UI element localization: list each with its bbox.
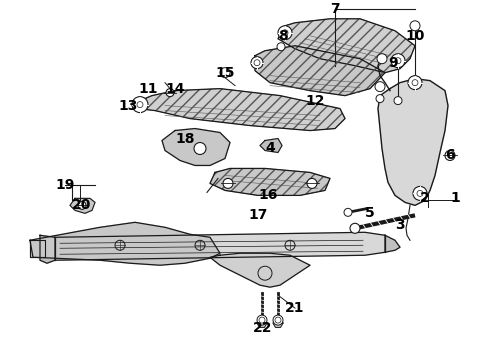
Text: 9: 9 [388,56,398,70]
Text: 2: 2 [420,192,430,205]
Text: 15: 15 [215,66,235,80]
Circle shape [78,201,86,210]
Circle shape [376,95,384,103]
Circle shape [410,21,420,31]
Text: 4: 4 [265,141,275,156]
Polygon shape [30,222,220,265]
Text: 14: 14 [165,82,185,96]
Text: 13: 13 [118,99,138,113]
Circle shape [277,43,285,51]
Circle shape [375,82,385,92]
Circle shape [223,179,233,188]
Circle shape [413,186,427,201]
Circle shape [412,80,418,86]
Circle shape [273,315,283,325]
Circle shape [391,54,405,68]
Text: 10: 10 [405,29,425,43]
Circle shape [282,30,288,36]
Text: 12: 12 [305,94,325,108]
Circle shape [194,143,206,154]
Circle shape [350,223,360,233]
Circle shape [394,96,402,105]
Circle shape [395,58,401,64]
Text: 17: 17 [248,208,268,222]
Text: 18: 18 [175,131,195,145]
Text: 1: 1 [450,192,460,205]
Polygon shape [255,46,385,96]
Circle shape [417,190,423,197]
Text: 11: 11 [138,82,158,96]
Polygon shape [385,235,400,252]
Text: 22: 22 [253,321,273,335]
Polygon shape [210,168,330,195]
Text: 21: 21 [285,301,305,315]
Polygon shape [138,89,345,131]
Polygon shape [257,319,267,327]
Text: 19: 19 [55,179,74,192]
Circle shape [408,76,422,90]
Circle shape [137,102,143,108]
Circle shape [166,89,174,96]
Circle shape [251,57,263,69]
Text: 20: 20 [73,198,92,212]
Circle shape [132,96,148,113]
Circle shape [445,150,455,161]
Polygon shape [273,319,283,327]
Circle shape [275,317,281,323]
Polygon shape [40,235,55,263]
Text: 5: 5 [365,206,375,220]
Text: 7: 7 [330,2,340,16]
Polygon shape [30,240,45,257]
Circle shape [220,68,230,78]
Circle shape [307,179,317,188]
Circle shape [254,60,260,66]
Polygon shape [162,129,230,166]
Polygon shape [210,253,310,287]
Circle shape [344,208,352,216]
Text: 8: 8 [278,29,288,43]
Polygon shape [278,19,415,73]
Polygon shape [260,139,282,153]
Text: 3: 3 [395,218,405,232]
Polygon shape [55,232,385,260]
Circle shape [257,315,267,325]
Circle shape [377,54,387,64]
Polygon shape [70,198,95,213]
Text: 6: 6 [445,148,455,162]
Circle shape [278,26,292,40]
Polygon shape [378,78,448,205]
Circle shape [259,317,265,323]
Text: 16: 16 [258,188,278,202]
